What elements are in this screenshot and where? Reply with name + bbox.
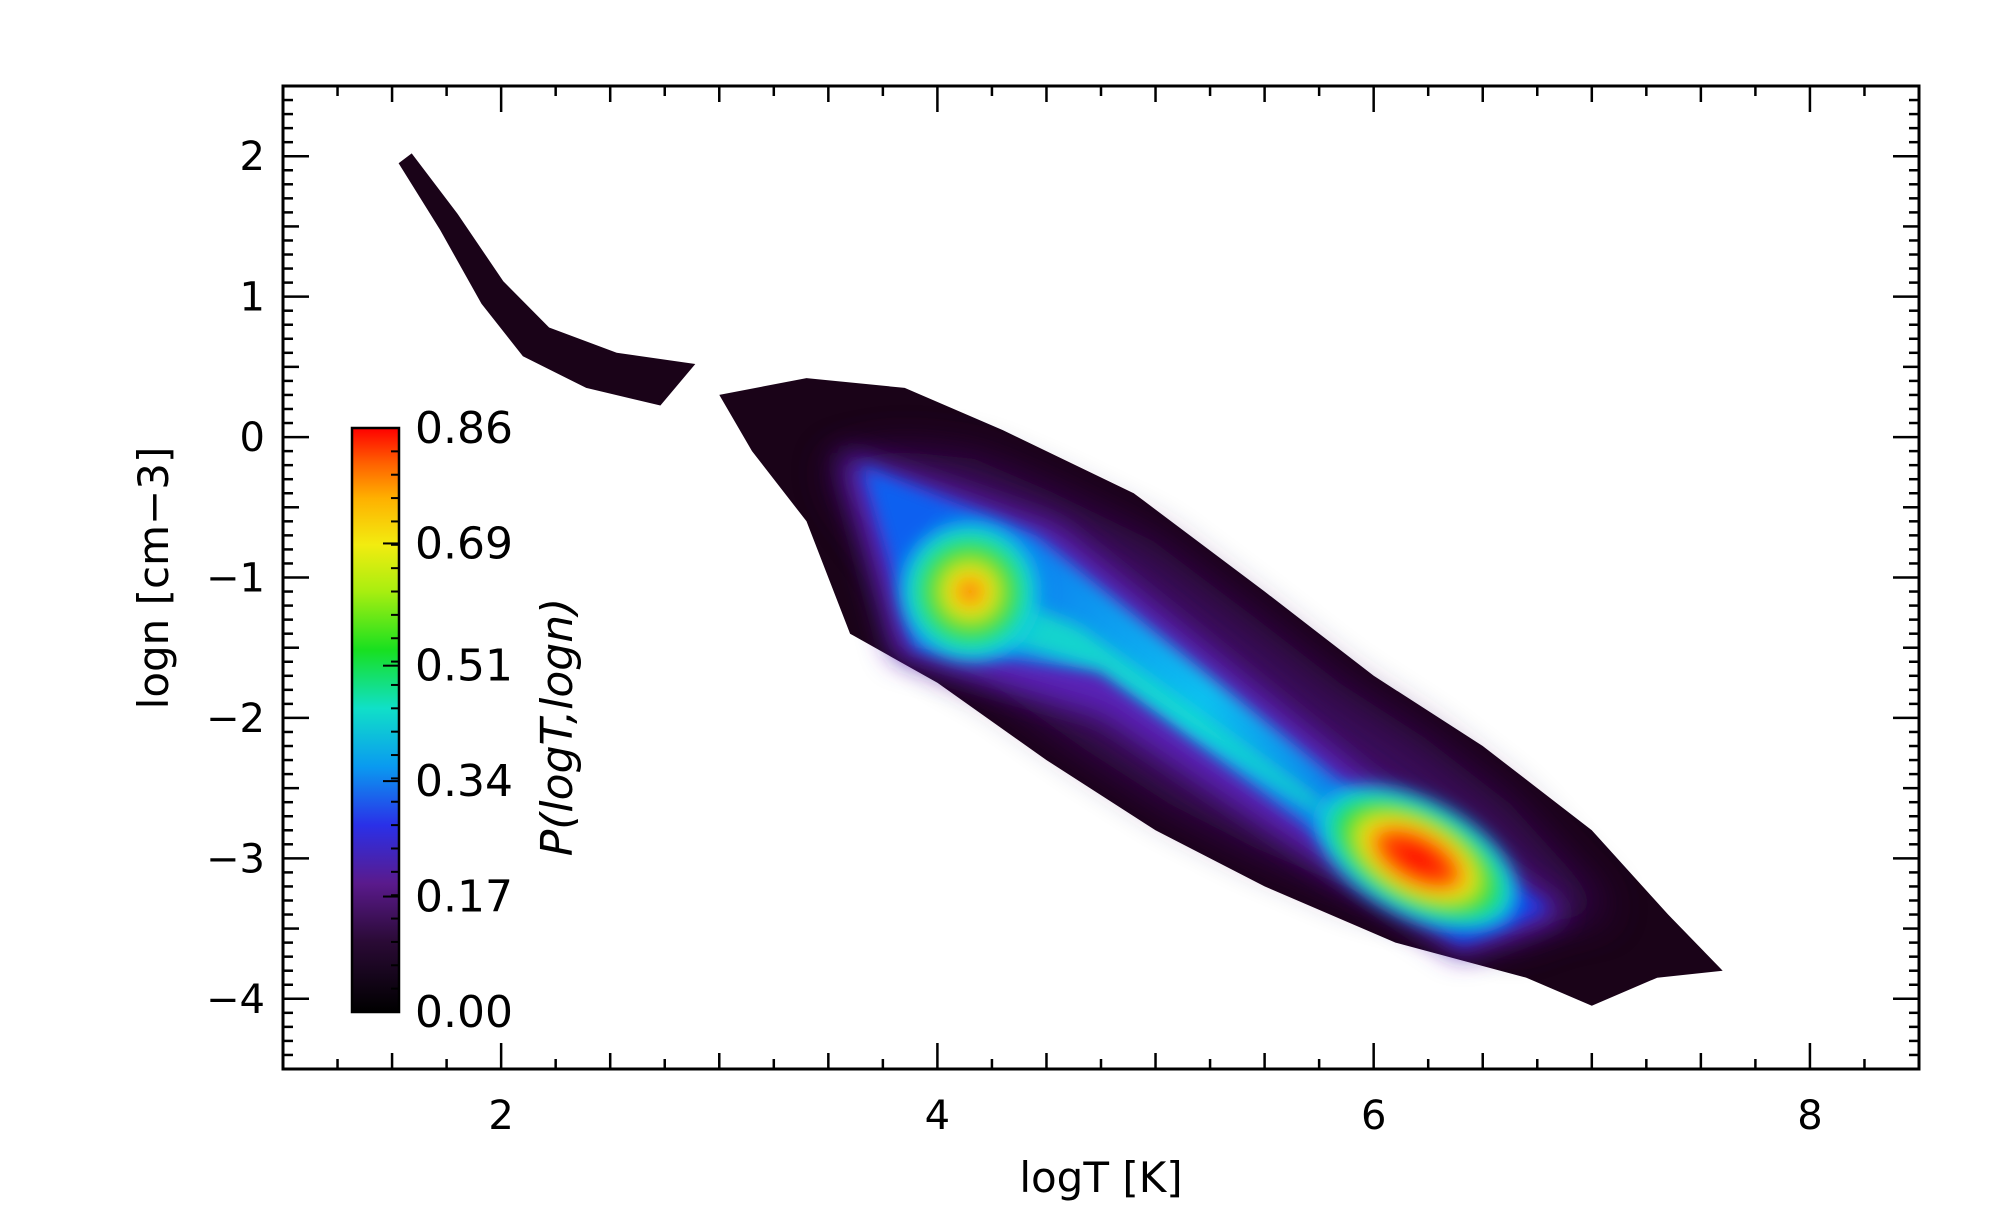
x-tick-label: 4	[925, 1093, 950, 1139]
x-tick-label: 6	[1361, 1093, 1386, 1139]
colorbar-tick-label: 0.17	[415, 872, 513, 923]
colorbar-label: P(logT,logn)	[532, 598, 583, 857]
y-axis-label: logn [cm−3]	[129, 447, 178, 710]
axis-ticks	[281, 84, 1921, 1071]
colorbar-gradient	[350, 426, 401, 1014]
y-tick-label: 2	[240, 134, 265, 180]
x-tick-label: 2	[488, 1093, 513, 1139]
x-tick-labels: 2 4 6 8	[488, 1093, 1822, 1139]
x-tick-label: 8	[1797, 1093, 1822, 1139]
colorbar-ticks	[383, 427, 399, 1013]
density-peak-1	[893, 514, 1047, 669]
y-tick-label: −1	[206, 556, 265, 602]
x-axis-label: logT [K]	[1019, 1153, 1182, 1202]
y-tick-label: −2	[206, 696, 265, 742]
y-tick-labels: 2 1 0 −1 −2 −3 −4	[206, 134, 265, 1023]
density-map	[398, 153, 1723, 1006]
colorbar-tick-label: 0.34	[415, 756, 513, 807]
colorbar-tick-label: 0.69	[415, 518, 513, 569]
colorbar: 0.86 0.69 0.51 0.34 0.17 0.00 P(logT,logn)	[350, 403, 583, 1038]
y-tick-label: 0	[240, 415, 265, 461]
colorbar-tick-labels: 0.86 0.69 0.51 0.34 0.17 0.00	[415, 403, 513, 1038]
colorbar-tick-label: 0.51	[415, 641, 513, 692]
colorbar-tick-label: 0.86	[415, 403, 513, 454]
y-tick-label: −3	[206, 836, 265, 882]
y-tick-label: −4	[206, 977, 265, 1023]
y-tick-label: 1	[240, 275, 265, 321]
colorbar-tick-label: 0.00	[415, 987, 513, 1038]
density-ridge-core	[948, 577, 1396, 866]
density-peak-2	[1307, 779, 1528, 938]
density-tail	[398, 153, 696, 406]
